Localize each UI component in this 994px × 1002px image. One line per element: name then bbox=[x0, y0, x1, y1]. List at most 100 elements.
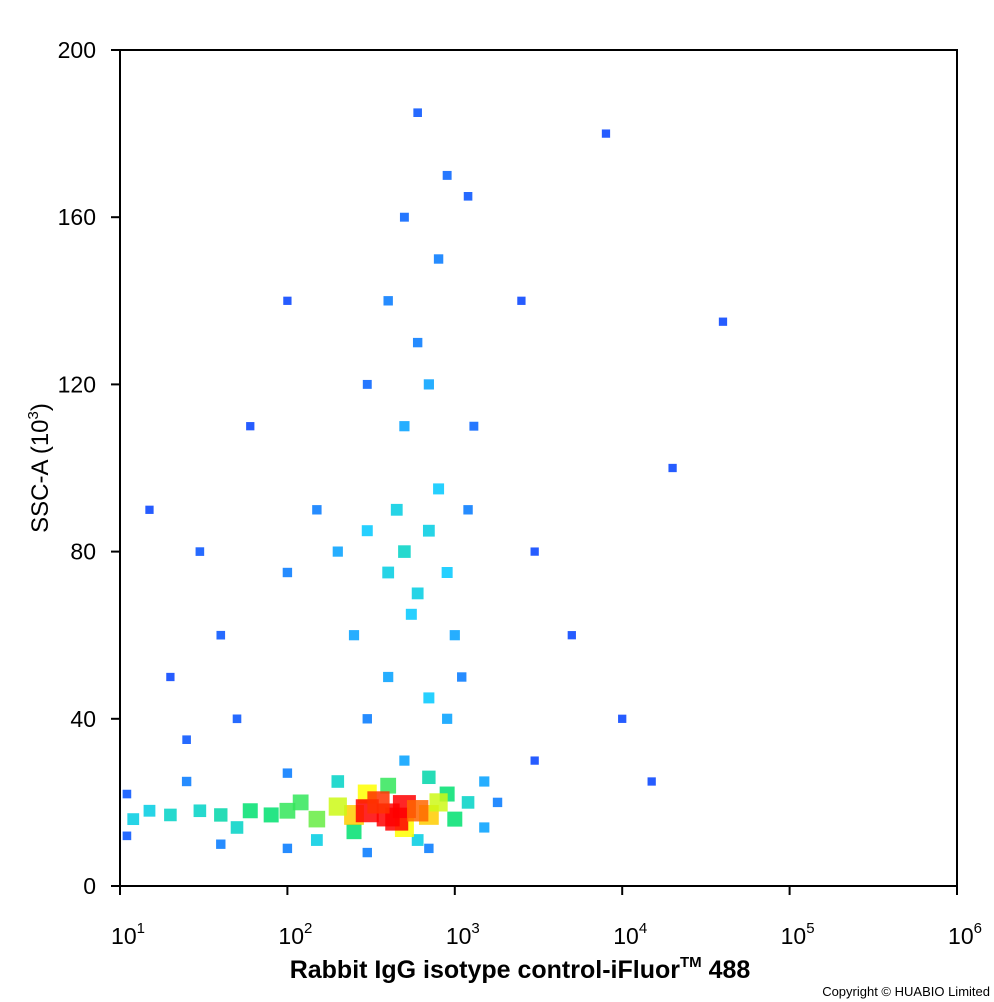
density-point bbox=[398, 545, 411, 558]
density-point bbox=[292, 794, 309, 811]
density-point bbox=[361, 525, 373, 537]
x-tick-label: 103 bbox=[446, 920, 480, 949]
x-tick-label-base: 10 bbox=[111, 923, 137, 949]
density-point bbox=[441, 567, 453, 578]
density-point bbox=[479, 776, 490, 787]
x-axis-label-end: 488 bbox=[702, 956, 751, 984]
density-point bbox=[214, 808, 228, 822]
y-axis-label: SSC-A (103) bbox=[25, 403, 54, 533]
x-tick-label-base: 10 bbox=[948, 923, 974, 949]
x-tick-label-base: 10 bbox=[446, 923, 472, 949]
y-axis-label-end: ) bbox=[27, 403, 54, 411]
density-point bbox=[312, 505, 322, 515]
density-point bbox=[411, 834, 424, 846]
density-point bbox=[145, 505, 154, 514]
density-point bbox=[718, 317, 728, 326]
density-point bbox=[279, 802, 296, 819]
density-point bbox=[383, 296, 393, 306]
density-point bbox=[331, 775, 345, 788]
x-tick-label-base: 10 bbox=[781, 923, 807, 949]
x-tick-label-base: 10 bbox=[613, 923, 639, 949]
x-tick-label: 104 bbox=[613, 920, 647, 949]
density-point bbox=[423, 379, 434, 390]
x-tick-label-sup: 6 bbox=[974, 920, 982, 937]
plot-frame bbox=[119, 49, 958, 887]
density-point bbox=[442, 713, 453, 724]
density-point bbox=[362, 379, 372, 389]
density-point bbox=[216, 839, 226, 849]
density-point bbox=[411, 587, 424, 600]
density-point bbox=[469, 421, 479, 431]
density-point bbox=[122, 831, 132, 841]
density-point bbox=[282, 843, 293, 854]
density-point bbox=[530, 756, 539, 765]
density-point bbox=[143, 804, 156, 817]
density-point bbox=[362, 847, 372, 858]
density-point bbox=[399, 421, 410, 432]
density-point bbox=[390, 503, 403, 516]
x-axis-label: Rabbit IgG isotype control-iFluorTM 488 bbox=[290, 954, 751, 984]
density-point bbox=[181, 776, 192, 787]
y-tick-label: 120 bbox=[58, 371, 96, 397]
density-point bbox=[618, 714, 627, 723]
density-point bbox=[193, 804, 207, 818]
y-tick-label: 160 bbox=[58, 204, 96, 230]
density-point bbox=[182, 735, 191, 744]
x-axis-label-sup: TM bbox=[680, 954, 702, 971]
density-point bbox=[405, 608, 417, 620]
density-point bbox=[216, 630, 226, 640]
density-point bbox=[449, 630, 460, 641]
density-point bbox=[283, 296, 292, 305]
density-point bbox=[463, 192, 473, 201]
x-tick-label-sup: 1 bbox=[137, 920, 145, 937]
x-tick-label: 101 bbox=[111, 920, 145, 949]
y-tick-label: 80 bbox=[70, 539, 96, 565]
density-point bbox=[328, 797, 347, 816]
density-point bbox=[367, 791, 390, 814]
density-point bbox=[310, 834, 323, 846]
density-point bbox=[385, 807, 409, 831]
density-point bbox=[422, 770, 436, 785]
x-tick-label-base: 10 bbox=[278, 923, 304, 949]
density-point bbox=[423, 692, 435, 704]
density-point bbox=[122, 789, 132, 799]
density-point bbox=[447, 811, 463, 827]
x-tick-label: 102 bbox=[278, 920, 312, 949]
y-tick-label: 200 bbox=[58, 37, 96, 63]
x-tick-label-sup: 2 bbox=[304, 920, 312, 937]
copyright: Copyright © HUABIO Limited bbox=[822, 984, 990, 999]
density-point bbox=[127, 813, 140, 826]
density-point bbox=[567, 631, 576, 640]
x-tick-label-sup: 4 bbox=[639, 920, 647, 937]
y-axis-label-sup: 3 bbox=[25, 411, 42, 419]
density-point bbox=[429, 793, 448, 812]
density-point bbox=[457, 672, 467, 682]
density-point bbox=[399, 755, 410, 766]
density-point bbox=[412, 337, 423, 348]
density-point bbox=[383, 671, 394, 683]
plot-marks bbox=[122, 108, 728, 858]
x-tick-label-sup: 5 bbox=[806, 920, 814, 937]
density-point bbox=[282, 768, 293, 778]
density-point bbox=[195, 547, 205, 556]
density-point bbox=[433, 483, 445, 495]
density-point bbox=[399, 212, 409, 222]
density-point bbox=[308, 810, 326, 828]
density-point bbox=[647, 777, 656, 786]
density-point bbox=[242, 803, 258, 819]
density-point bbox=[232, 714, 242, 724]
density-point bbox=[668, 463, 677, 473]
density-point bbox=[463, 505, 473, 515]
density-point bbox=[166, 672, 175, 682]
density-point bbox=[433, 254, 444, 264]
x-axis-label-text: Rabbit IgG isotype control-iFluor bbox=[290, 956, 681, 984]
density-point bbox=[530, 547, 539, 556]
density-point bbox=[442, 170, 452, 180]
density-point bbox=[406, 800, 429, 822]
density-point bbox=[492, 797, 503, 808]
density-point bbox=[230, 821, 244, 834]
density-point bbox=[479, 822, 490, 833]
x-tick-label: 105 bbox=[781, 920, 815, 949]
density-point bbox=[424, 843, 434, 854]
